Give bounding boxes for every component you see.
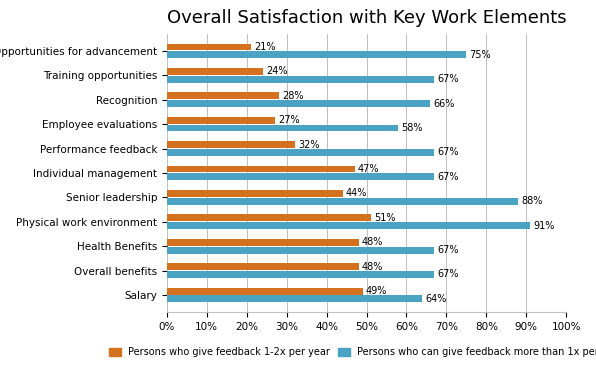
Bar — [167, 68, 263, 75]
Text: 91%: 91% — [533, 221, 555, 231]
Bar — [167, 198, 519, 205]
Bar — [167, 92, 279, 99]
Bar — [167, 117, 275, 124]
Text: 88%: 88% — [522, 196, 543, 206]
Bar — [167, 214, 371, 221]
Text: 21%: 21% — [254, 42, 275, 52]
Bar — [167, 296, 423, 302]
Bar — [167, 52, 466, 58]
Bar — [167, 222, 530, 229]
Text: 44%: 44% — [346, 188, 367, 199]
Text: 48%: 48% — [362, 262, 383, 272]
Text: 67%: 67% — [437, 147, 459, 158]
Text: 67%: 67% — [437, 245, 459, 255]
Text: 75%: 75% — [470, 50, 491, 60]
Bar — [167, 173, 434, 180]
Text: 28%: 28% — [282, 91, 303, 101]
Text: 67%: 67% — [437, 74, 459, 84]
Bar — [167, 288, 362, 294]
Bar — [167, 190, 343, 197]
Bar — [167, 124, 399, 132]
Bar — [167, 141, 294, 148]
Text: 24%: 24% — [266, 67, 287, 76]
Text: 32%: 32% — [298, 139, 319, 150]
Text: 67%: 67% — [437, 172, 459, 182]
Text: 49%: 49% — [366, 286, 387, 296]
Text: 67%: 67% — [437, 270, 459, 279]
Text: 47%: 47% — [358, 164, 379, 174]
Bar — [167, 247, 434, 253]
Bar — [167, 100, 430, 107]
Bar — [167, 149, 434, 156]
Bar — [167, 239, 359, 246]
Bar — [167, 44, 251, 50]
Text: 27%: 27% — [278, 115, 300, 125]
Text: 51%: 51% — [374, 213, 395, 223]
Bar — [167, 263, 359, 270]
Bar — [167, 76, 434, 83]
Text: 64%: 64% — [426, 294, 447, 304]
Text: 66%: 66% — [434, 99, 455, 109]
Bar — [167, 166, 355, 173]
Legend: Persons who give feedback 1-2x per year, Persons who can give feedback more than: Persons who give feedback 1-2x per year,… — [109, 347, 596, 357]
Text: 48%: 48% — [362, 237, 383, 247]
Text: 58%: 58% — [402, 123, 423, 133]
Title: Overall Satisfaction with Key Work Elements: Overall Satisfaction with Key Work Eleme… — [167, 9, 566, 27]
Bar — [167, 271, 434, 278]
